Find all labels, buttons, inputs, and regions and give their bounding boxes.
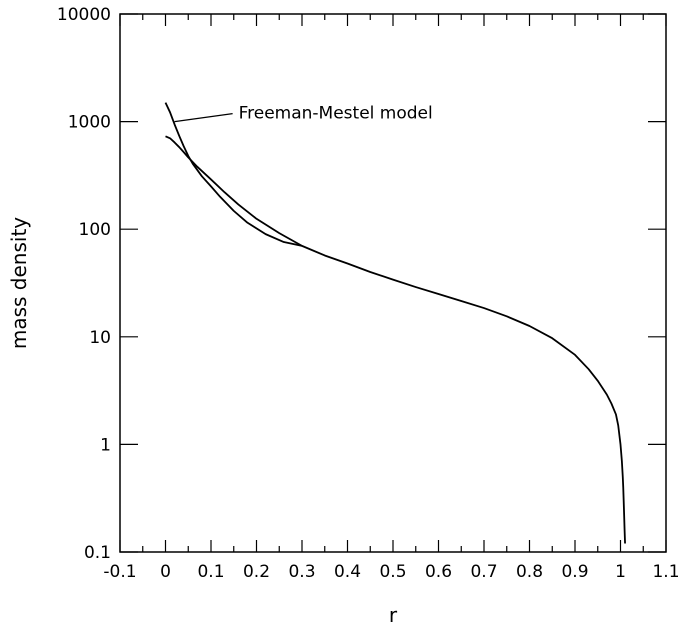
x-tick-label: 0.3 [288, 562, 315, 582]
y-tick-label: 10 [89, 328, 111, 348]
y-tick-label: 1000 [68, 113, 111, 133]
x-axis-ticks: -0.1 0 0.1 0.2 0.3 0.4 0.5 0.6 0.7 0.8 0.9 1 1.1 [103, 14, 680, 582]
series-line-2 [164, 102, 303, 247]
plot-frame [119, 13, 667, 553]
y-axis-label: mass density [7, 217, 31, 349]
x-tick-label: 0.6 [425, 562, 452, 582]
x-tick-label: 1 [615, 562, 626, 582]
x-tick-label: 0.9 [561, 562, 588, 582]
series-layer [164, 102, 626, 544]
x-tick-label: -0.1 [103, 562, 136, 582]
x-tick-label: 0.5 [379, 562, 406, 582]
x-tick-label: 0 [160, 562, 171, 582]
x-tick-label: 0.2 [243, 562, 270, 582]
y-tick-label: 100 [79, 220, 111, 240]
x-tick-label: 0.1 [197, 562, 224, 582]
y-tick-label: 10000 [57, 5, 111, 25]
series-line-1 [165, 135, 626, 544]
y-axis-ticks: 0.1 1 10 100 1000 10000 [57, 5, 666, 563]
annotation-label: Freeman-Mestel model [239, 104, 433, 124]
x-tick-label: 0.4 [334, 562, 361, 582]
y-tick-label: 1 [100, 435, 111, 455]
x-tick-label: 0.8 [516, 562, 543, 582]
x-axis-label: r [389, 603, 398, 624]
y-tick-label: 0.1 [84, 543, 111, 563]
x-tick-label: 0.7 [470, 562, 497, 582]
annotation-leader-line [174, 113, 233, 123]
x-tick-label: 1.1 [652, 562, 679, 582]
